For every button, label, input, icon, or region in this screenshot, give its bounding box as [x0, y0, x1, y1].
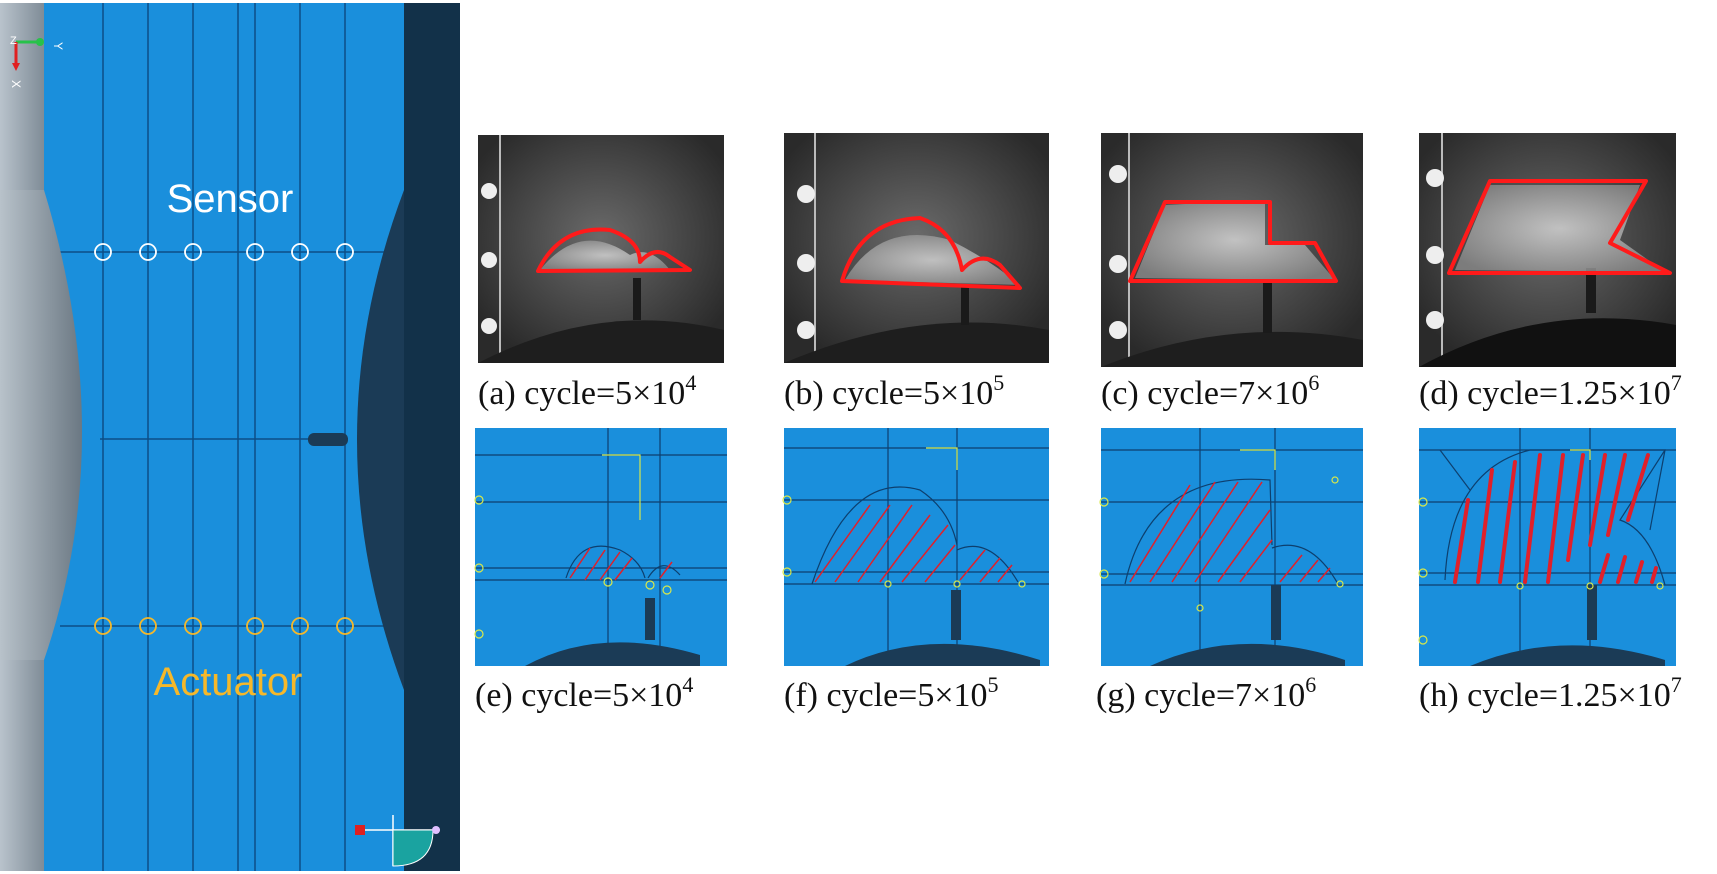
axis-x-label: X: [9, 80, 23, 88]
panel-caption: (f) cycle=5×105: [784, 672, 999, 714]
panel-caption: (h) cycle=1.25×107: [1419, 672, 1682, 714]
sensor-circle: [246, 243, 264, 261]
photo-panel-c: [1101, 133, 1363, 367]
left-hole-cutout: [0, 190, 82, 660]
bottom-triad: [355, 815, 440, 867]
sensor-circle: [291, 243, 309, 261]
fe-model: Sensor Actuator Y X Z: [0, 3, 460, 871]
caption-exponent: 4: [682, 672, 693, 697]
caption-exponent: 6: [1308, 370, 1319, 395]
sensor-circle: [94, 243, 112, 261]
actuator-label: Actuator: [154, 660, 303, 704]
photo-panel-a: [478, 135, 724, 363]
panel-caption: (c) cycle=7×106: [1101, 370, 1319, 412]
right-dark-strip: [404, 3, 460, 871]
caption-exponent: 5: [993, 370, 1004, 395]
panel-caption: (g) cycle=7×106: [1096, 672, 1316, 714]
panel-caption: (a) cycle=5×104: [478, 370, 696, 412]
panel-caption: (e) cycle=5×104: [475, 672, 693, 714]
sensor-label: Sensor: [167, 177, 294, 221]
sensor-circle: [184, 243, 202, 261]
actuator-circle: [139, 617, 157, 635]
photo-panel-d: [1419, 133, 1676, 367]
sensor-circle: [139, 243, 157, 261]
caption-main: (d) cycle=1.25×10: [1419, 375, 1671, 412]
caption-main: (f) cycle=5×10: [784, 677, 988, 714]
caption-exponent: 7: [1671, 672, 1682, 697]
actuator-array: [94, 617, 354, 635]
right-hole-cutout: [357, 190, 404, 690]
fe-panel-e: [474, 428, 727, 666]
actuator-circle: [184, 617, 202, 635]
panel-caption: (d) cycle=1.25×107: [1419, 370, 1682, 412]
caption-main: (c) cycle=7×10: [1101, 375, 1308, 412]
sensor-array: [94, 243, 354, 261]
fe-panel-f: [782, 428, 1049, 666]
sensor-circle: [336, 243, 354, 261]
caption-main: (g) cycle=7×10: [1096, 677, 1305, 714]
caption-exponent: 4: [685, 370, 696, 395]
axis-y-label: Y: [51, 42, 65, 50]
caption-main: (b) cycle=5×10: [784, 375, 993, 412]
fe-panel-h: [1418, 428, 1676, 666]
panel-caption: (b) cycle=5×105: [784, 370, 1004, 412]
caption-main: (h) cycle=1.25×10: [1419, 677, 1671, 714]
caption-exponent: 7: [1671, 370, 1682, 395]
notch: [308, 433, 348, 446]
axis-triad: Y X Z: [9, 35, 65, 88]
caption-exponent: 5: [988, 672, 999, 697]
caption-exponent: 6: [1305, 672, 1316, 697]
actuator-circle: [246, 617, 264, 635]
captions: (a) cycle=5×104 (b) cycle=5×105 (c) cycle=…: [475, 370, 1682, 714]
horizontal-lines: [60, 251, 385, 627]
actuator-circle: [291, 617, 309, 635]
actuator-circle: [336, 617, 354, 635]
axis-z-label: Z: [10, 35, 17, 47]
caption-main: (e) cycle=5×10: [475, 677, 682, 714]
photo-panel-b: [784, 133, 1049, 363]
actuator-circle: [94, 617, 112, 635]
fe-panel-g: [1099, 428, 1363, 666]
caption-main: (a) cycle=5×10: [478, 375, 685, 412]
